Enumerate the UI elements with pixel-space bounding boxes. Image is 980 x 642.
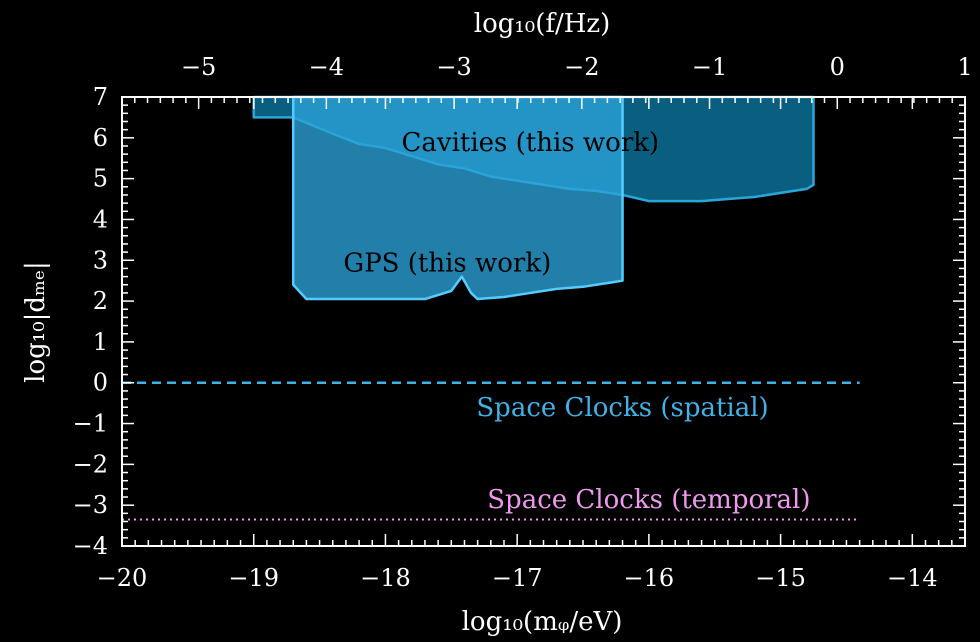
x-tick-label: −19 <box>228 564 279 592</box>
x-tick-label: −17 <box>492 564 543 592</box>
y-tick-label: 2 <box>93 287 108 315</box>
y-tick-label: 0 <box>93 369 108 397</box>
region-gps-this-work <box>291 95 624 301</box>
x-tick-label: −18 <box>360 564 411 592</box>
annotation-cavities-this-work: Cavities (this work) <box>402 128 660 158</box>
x-tick-label: −15 <box>755 564 806 592</box>
annotation-space-clocks-spatial: Space Clocks (spatial) <box>476 393 768 423</box>
annotation-gps-this-work: GPS (this work) <box>343 248 551 278</box>
y-tick-label: −3 <box>73 491 108 519</box>
top-axis-title: log₁₀(f/Hz) <box>474 9 611 39</box>
y-tick-label: 4 <box>93 205 108 233</box>
top-tick-label: −5 <box>181 53 216 81</box>
y-tick-label: 7 <box>93 83 108 111</box>
annotation-space-clocks-temporal: Space Clocks (temporal) <box>487 485 810 515</box>
x-tick-label: −14 <box>887 564 938 592</box>
y-axis-title: log₁₀|dₘₑ| <box>21 261 51 383</box>
top-tick-label: 1 <box>957 53 972 81</box>
ticks <box>121 96 966 547</box>
y-tick-label: −2 <box>73 450 108 478</box>
y-tick-label: 1 <box>93 328 108 356</box>
x-axis-title: log₁₀(mᵩ/eV) <box>462 607 623 637</box>
tick-labels: −20 −19 −18 −17 −16 −15 −14−5 −4 −3 −2 −1 0 1−4−3−2−… <box>73 53 973 592</box>
top-tick-label: −3 <box>436 53 471 81</box>
y-tick-label: −4 <box>73 532 108 560</box>
top-tick-label: −4 <box>309 53 344 81</box>
annotations: Cavities (this work) GPS (this work) Space… <box>343 128 810 515</box>
exclusion-regions <box>252 95 815 301</box>
y-tick-label: 6 <box>93 124 108 152</box>
y-tick-label: −1 <box>73 410 108 438</box>
y-tick-label: 3 <box>93 246 108 274</box>
top-tick-label: 0 <box>830 53 845 81</box>
x-tick-label: −16 <box>624 564 675 592</box>
x-tick-label: −20 <box>97 564 148 592</box>
top-tick-label: −2 <box>564 53 599 81</box>
projection-lines <box>122 381 860 521</box>
y-tick-label: 5 <box>93 165 108 193</box>
top-tick-label: −1 <box>692 53 727 81</box>
